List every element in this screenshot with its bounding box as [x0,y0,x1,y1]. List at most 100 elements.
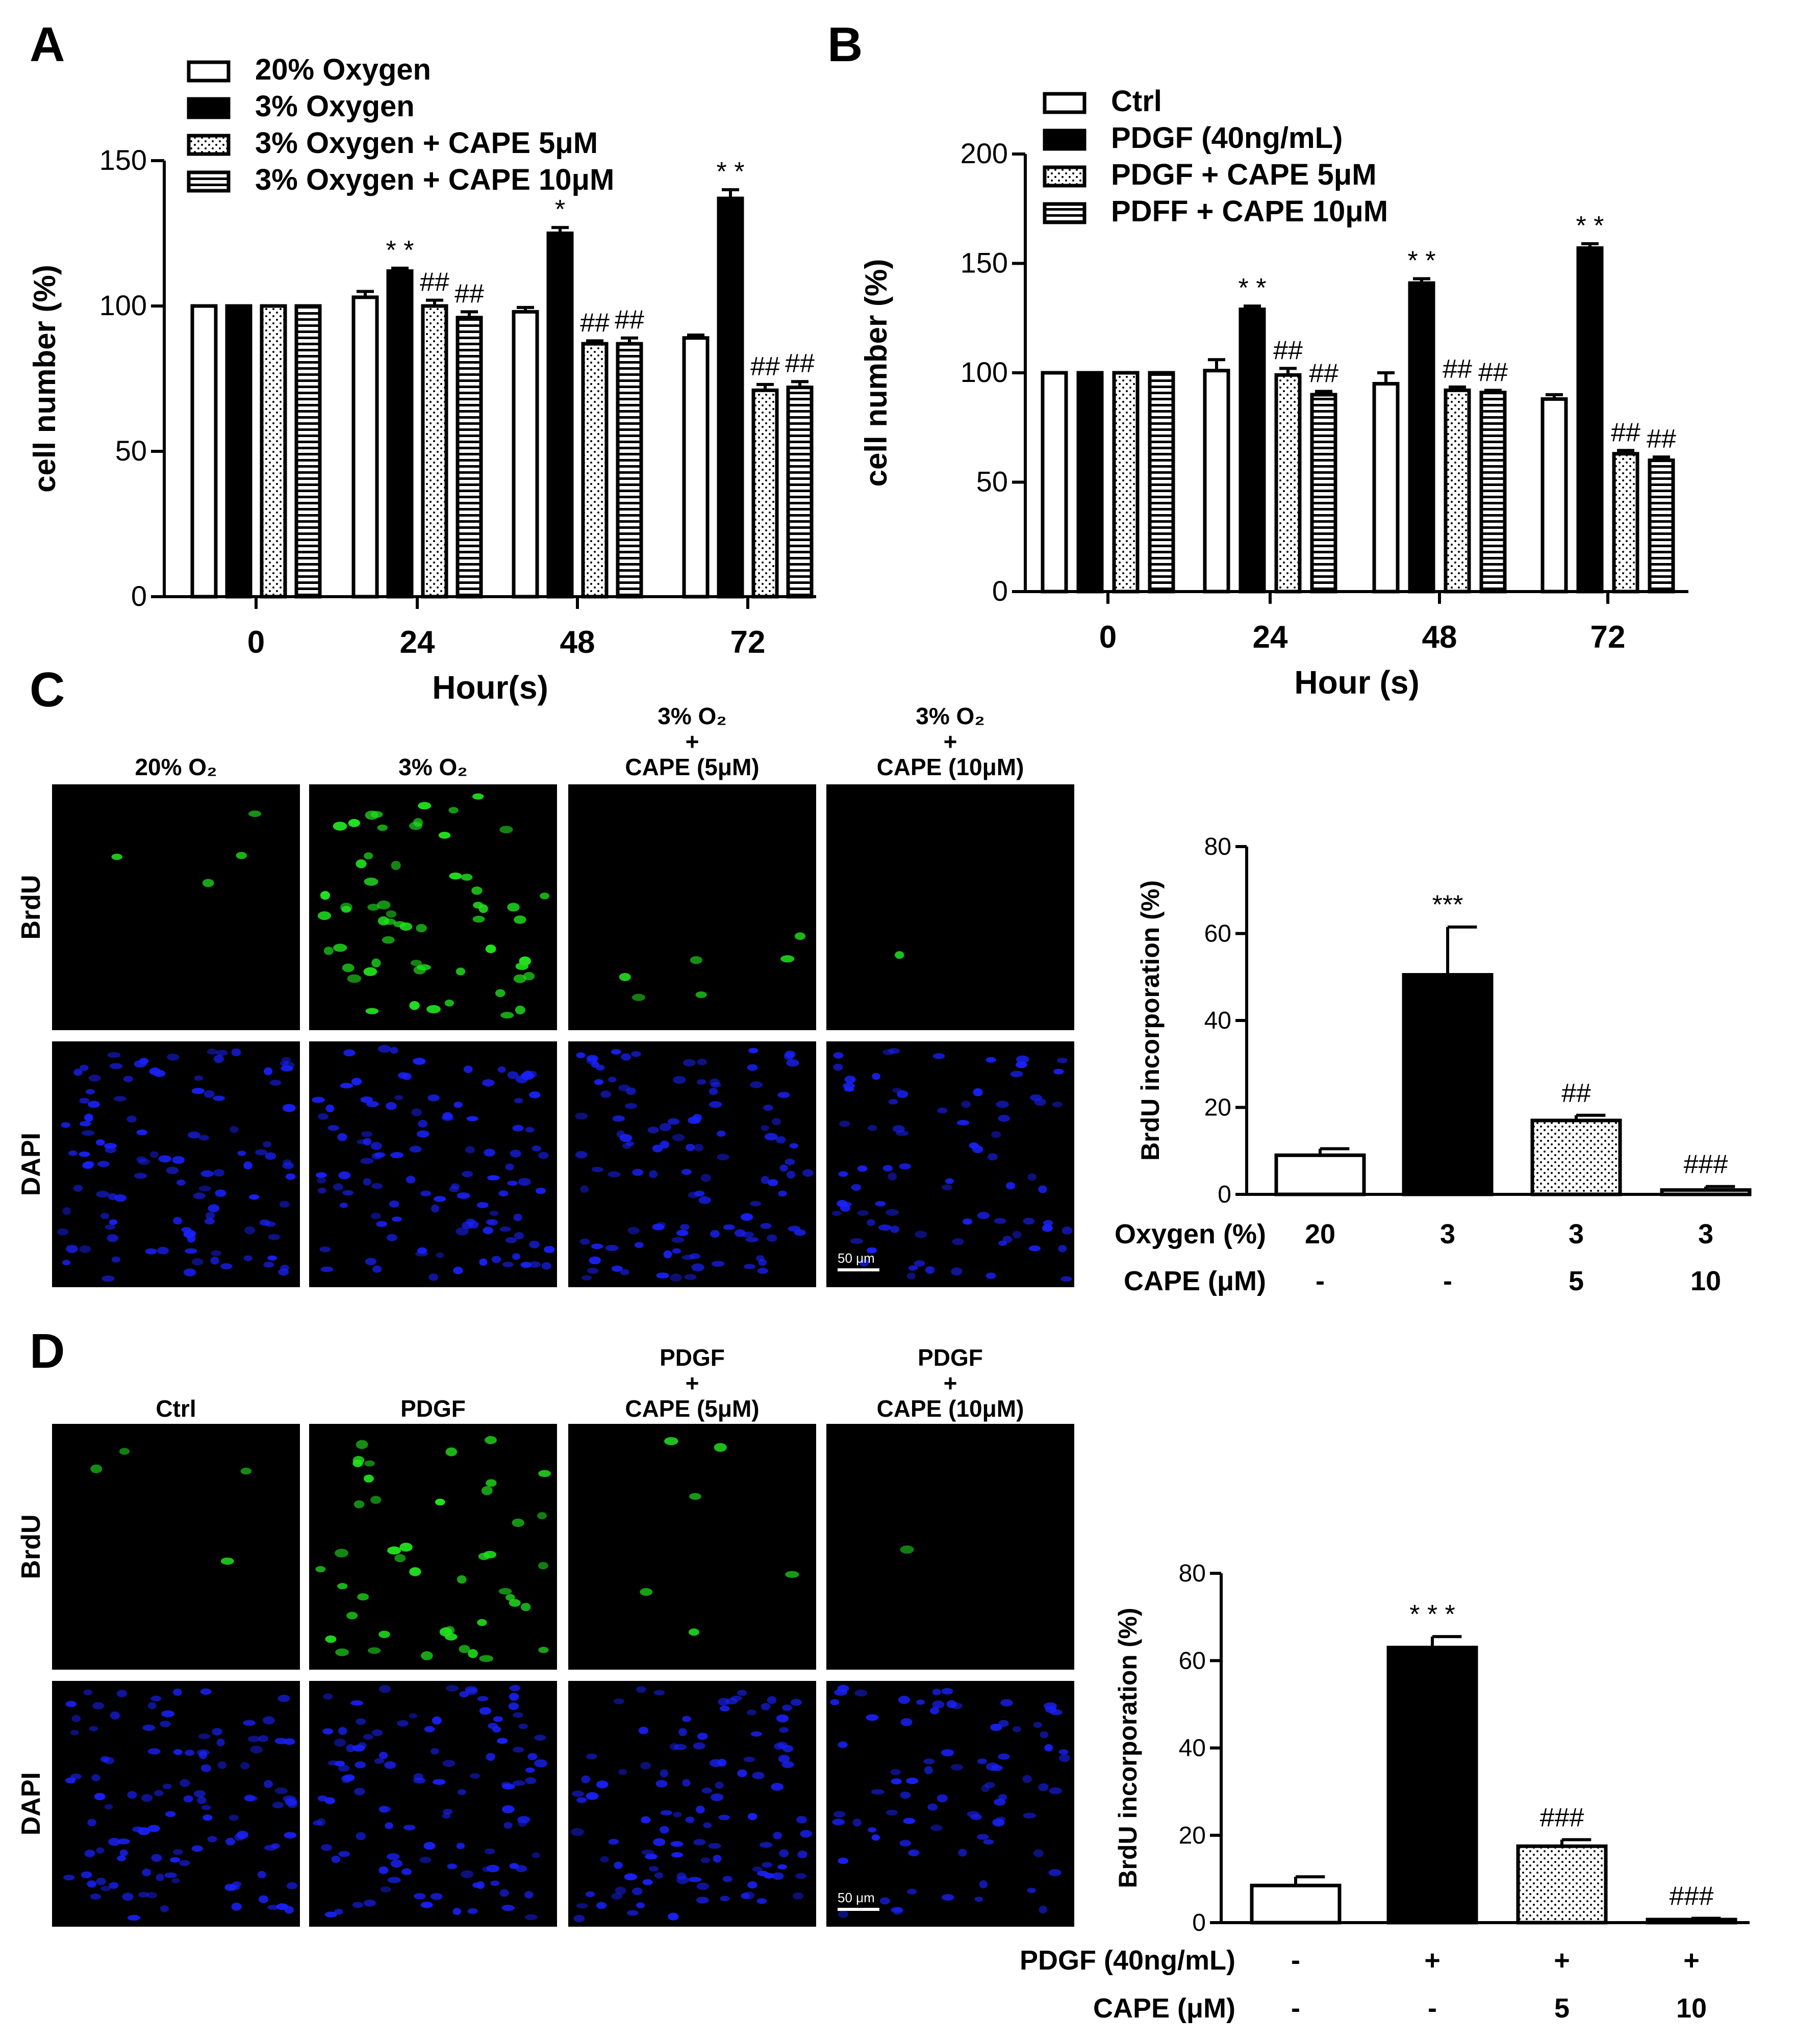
dapi-nucleus [225,1837,236,1846]
dapi-nucleus [107,1234,118,1242]
dapi-nucleus [838,1741,848,1748]
dapi-nucleus [57,1228,69,1236]
dapi-nucleus [653,1690,665,1696]
dapi-nucleus [390,1152,403,1158]
dapi-nucleus [1028,1245,1041,1251]
dapi-nucleus [1058,1754,1070,1762]
dapi-nucleus [930,1824,943,1831]
dapi-nucleus [673,1076,686,1084]
dapi-nucleus [287,1800,298,1808]
dapi-nucleus [277,1695,290,1702]
dapi-nucleus [360,1158,374,1164]
panel-letter-c: C [30,662,65,717]
dapi-nucleus [723,1224,735,1230]
dapi-nucleus [594,1079,603,1085]
dapi-nucleus [576,1797,587,1803]
scale-bar-label: 50 μm [838,1890,875,1905]
brdu-nucleus [236,852,247,859]
dapi-nucleus [722,1876,732,1882]
dapi-nucleus [764,1133,778,1141]
dapi-nucleus [173,1217,183,1224]
dapi-nucleus [378,1752,388,1759]
dapi-nucleus [208,1204,220,1213]
dapi-nucleus [636,1902,645,1908]
bar [190,304,218,599]
bar [1479,391,1507,594]
dapi-nucleus [776,1714,789,1723]
dapi-nucleus [215,1189,226,1197]
dapi-nucleus [923,1758,935,1765]
dapi-nucleus [284,1832,297,1838]
dapi-nucleus [831,1210,842,1216]
brdu-nucleus [438,832,451,839]
dapi-nucleus [81,1871,92,1878]
dapi-nucleus [660,1810,673,1816]
row-label: BrdU [16,1514,46,1579]
brdu-nucleus [486,1479,497,1487]
significance-mark: ## [1273,336,1303,365]
bar [616,342,643,599]
dapi-nucleus [340,1083,353,1089]
dapi-nucleus [771,1783,784,1791]
dapi-nucleus [784,1052,794,1060]
dapi-nucleus [258,1895,268,1903]
dapi-nucleus [767,1179,778,1186]
dapi-nucleus [683,1059,696,1066]
dapi-nucleus [406,1176,416,1184]
column-header: 3% O₂ [916,703,984,729]
significance-mark: ## [615,305,644,335]
dapi-nucleus [652,1223,665,1231]
dapi-nucleus [470,1773,481,1779]
dapi-nucleus [671,1852,684,1858]
column-header: + [686,1370,699,1396]
brdu-nucleus [509,1599,521,1607]
dapi-nucleus [370,1212,381,1219]
dapi-nucleus [456,1227,469,1236]
dapi-nucleus [1016,1055,1029,1064]
brdu-nucleus [477,1619,487,1626]
condition-label: PDGF (40ng/mL) [1020,1945,1235,1976]
dapi-nucleus [660,1769,668,1778]
bar [225,304,252,599]
dapi-nucleus [141,1794,153,1802]
dapi-nucleus [580,1185,589,1193]
dapi-nucleus [850,1238,864,1244]
legend-swatch [187,134,231,156]
dapi-nucleus [339,1203,348,1208]
bar [351,295,379,599]
dapi-nucleus [895,1130,909,1136]
dapi-nucleus [951,1267,963,1275]
dapi-nucleus [852,1819,862,1827]
dapi-nucleus [138,1159,150,1165]
dapi-nucleus [833,1052,844,1059]
dapi-nucleus [363,1899,376,1907]
dapi-nucleus [614,1861,623,1869]
dapi-nucleus [611,1265,623,1272]
dapi-nucleus [247,1735,261,1743]
brdu-micrograph [826,784,1074,1030]
dapi-nucleus [1043,1220,1053,1226]
dapi-nucleus [672,1134,685,1141]
dapi-nucleus [134,1172,147,1179]
dapi-nucleus [854,1689,867,1697]
dapi-nucleus [320,1266,334,1272]
dapi-nucleus [79,1064,89,1071]
dapi-nucleus [285,1173,296,1180]
dapi-nucleus [612,1115,625,1122]
brdu-nucleus [695,991,707,999]
dapi-nucleus [654,1872,664,1879]
bar [1250,1883,1342,1925]
dapi-nucleus [113,1096,127,1102]
brdu-nucleus [356,859,367,868]
brdu-nucleus [353,1500,365,1509]
dapi-nucleus [867,1247,877,1254]
dapi-nucleus [844,1076,856,1084]
dapi-nucleus [334,1739,346,1747]
row-label: BrdU [16,875,46,939]
dapi-nucleus [587,1267,599,1274]
dapi-nucleus [748,1047,759,1054]
dapi-nucleus [164,1872,177,1878]
dapi-nucleus [833,1811,846,1818]
dapi-nucleus [615,1886,626,1895]
dapi-nucleus [709,1101,722,1108]
